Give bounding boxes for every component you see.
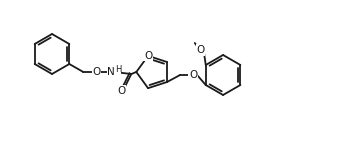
Text: O: O [92, 67, 101, 77]
Text: O: O [197, 45, 205, 55]
Text: N: N [107, 67, 115, 77]
Text: O: O [144, 51, 152, 61]
Text: H: H [115, 64, 121, 74]
Text: O: O [189, 70, 197, 80]
Text: O: O [117, 86, 125, 96]
